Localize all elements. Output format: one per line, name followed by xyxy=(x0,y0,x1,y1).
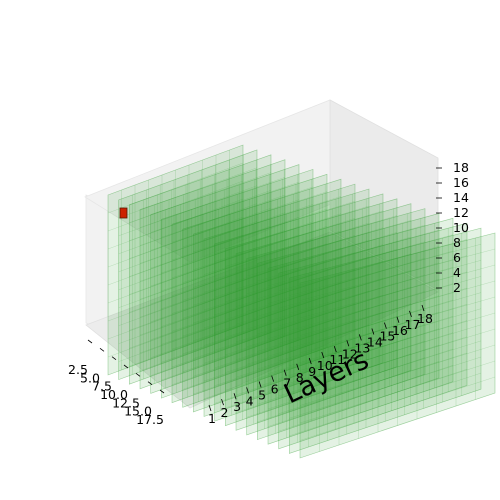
z-tick-label: 8 xyxy=(453,235,461,250)
left-pane xyxy=(86,195,108,333)
z-tick-label: 6 xyxy=(453,250,461,265)
highlight-voxel xyxy=(120,208,127,218)
z-tick-label: 14 xyxy=(453,190,469,205)
x-tick-label: 1 xyxy=(208,411,216,426)
y-tick-label: 17.5 xyxy=(136,412,164,427)
x-tick-label: 2 xyxy=(221,405,229,420)
z-tick-label: 12 xyxy=(453,205,469,220)
z-tick-label: 16 xyxy=(453,175,469,190)
y-tick xyxy=(100,348,104,351)
x-tick-label: 5 xyxy=(258,387,266,402)
z-tick-label: 10 xyxy=(453,220,469,235)
x-tick-label: 18 xyxy=(417,311,433,326)
y-tick xyxy=(88,340,92,343)
highlight-voxel-mark xyxy=(120,208,127,218)
z-tick-label: 4 xyxy=(453,265,461,280)
z-tick-label: 2 xyxy=(453,280,461,295)
x-tick-label: 4 xyxy=(246,393,254,408)
z-tick-label: 18 xyxy=(453,160,469,175)
x-tick-label: 6 xyxy=(271,382,279,397)
x-tick-label: 3 xyxy=(233,399,241,414)
